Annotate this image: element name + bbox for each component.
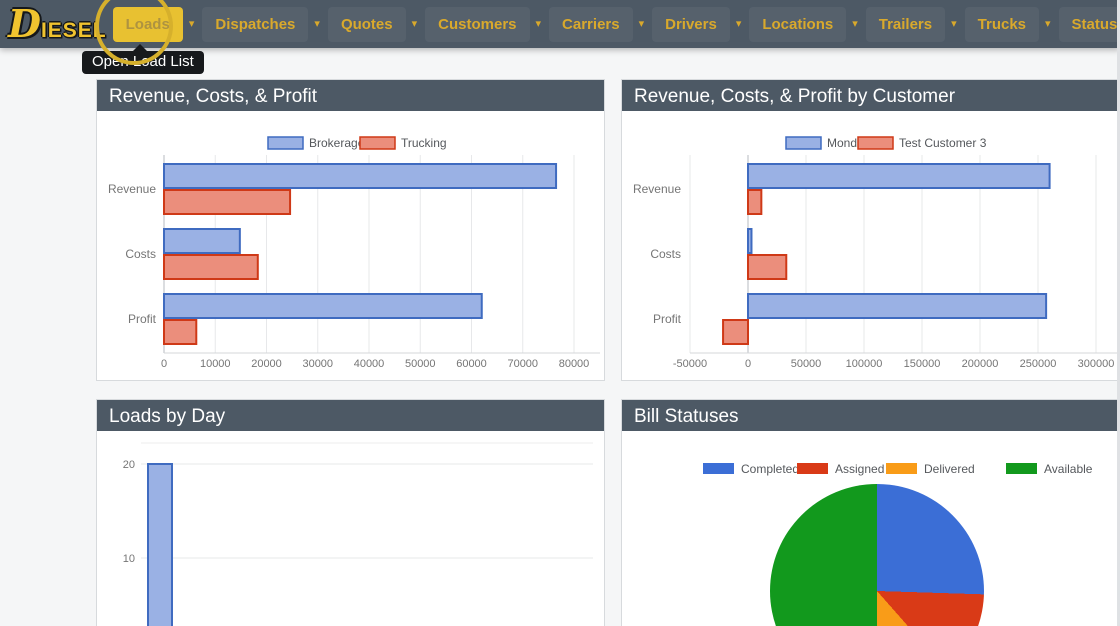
- chart-canvas: 10 20: [123, 442, 593, 626]
- svg-text:-50000: -50000: [673, 358, 707, 370]
- panel-title: Bill Statuses: [622, 400, 1120, 431]
- nav-item-locations[interactable]: Locations ▾: [749, 6, 858, 42]
- svg-text:300000: 300000: [1078, 358, 1115, 370]
- vertical-scrollbar[interactable]: [1117, 0, 1120, 626]
- svg-text:0: 0: [161, 358, 167, 370]
- svg-text:40000: 40000: [354, 358, 385, 370]
- svg-text:Costs: Costs: [650, 247, 681, 261]
- svg-text:Costs: Costs: [125, 247, 156, 261]
- svg-text:Trucking: Trucking: [401, 136, 447, 150]
- chevron-down-icon[interactable]: ▾: [638, 17, 645, 30]
- nav-item-carriers[interactable]: Carriers ▾: [549, 6, 645, 42]
- panel-title: Loads by Day: [97, 400, 604, 431]
- svg-text:Profit: Profit: [128, 312, 157, 326]
- svg-text:Assigned: Assigned: [835, 462, 884, 476]
- nav-label-drivers[interactable]: Drivers: [652, 6, 730, 42]
- svg-text:Completed: Completed: [741, 462, 799, 476]
- chart-revenue-costs-profit: Brokerage Trucking 0 10000 20000 30000 40000 50…: [97, 111, 604, 380]
- chevron-down-icon[interactable]: ▾: [735, 17, 742, 30]
- chart-revenue-costs-profit-by-customer: Mondi Test Customer 3 -50000 0 50000 100000 15…: [622, 111, 1120, 380]
- svg-text:30000: 30000: [302, 358, 333, 370]
- tooltip-arrow: [132, 44, 148, 52]
- chevron-down-icon[interactable]: ▾: [951, 17, 957, 30]
- svg-text:100000: 100000: [846, 358, 883, 370]
- nav-item-trailers[interactable]: Trailers ▾: [865, 6, 957, 42]
- svg-text:50000: 50000: [405, 358, 436, 370]
- brand-logo-text: IESEL: [40, 19, 107, 42]
- nav-label-dispatches[interactable]: Dispatches: [202, 6, 309, 42]
- chart-canvas: Completed Assigned Delivered Available: [703, 462, 1093, 476]
- nav-label-carriers[interactable]: Carriers: [549, 6, 633, 42]
- svg-text:80000: 80000: [559, 358, 590, 370]
- bill-statuses-pie: [770, 484, 984, 626]
- nav-item-statuses[interactable]: Statuses▾: [1058, 6, 1120, 42]
- nav-label-loads[interactable]: Loads: [112, 6, 183, 42]
- panel-bill-statuses: Bill Statuses Completed Assigned Delivered…: [621, 399, 1120, 626]
- chart-canvas: Brokerage Trucking 0 10000 20000 30000 40000 50…: [108, 136, 600, 370]
- panel-loads-by-day: Loads by Day 10 20: [96, 399, 605, 626]
- svg-text:200000: 200000: [962, 358, 999, 370]
- nav-item-quotes[interactable]: Quotes ▾: [327, 6, 418, 42]
- svg-text:60000: 60000: [456, 358, 487, 370]
- tooltip-open-load-list: Open Load List: [82, 51, 204, 74]
- svg-text:Test Customer 3: Test Customer 3: [899, 136, 987, 150]
- nav-item-dispatches[interactable]: Dispatches ▾: [202, 6, 320, 42]
- chevron-down-icon[interactable]: ▾: [411, 17, 418, 30]
- svg-text:70000: 70000: [507, 358, 538, 370]
- svg-text:Revenue: Revenue: [633, 182, 681, 196]
- chart-loads-by-day: 10 20: [97, 431, 604, 626]
- chart-bill-statuses: Completed Assigned Delivered Available: [622, 431, 1120, 626]
- top-navbar: D IESEL Loads ▾ Dispatches ▾ Quotes ▾ Customers…: [0, 0, 1120, 48]
- chevron-down-icon[interactable]: ▾: [535, 17, 542, 30]
- svg-text:150000: 150000: [904, 358, 941, 370]
- nav-item-trucks[interactable]: Trucks ▾: [964, 6, 1051, 42]
- nav-label-trucks[interactable]: Trucks: [964, 6, 1040, 42]
- svg-text:50000: 50000: [791, 358, 822, 370]
- panel-revenue-costs-profit: Revenue, Costs, & Profit Brokerage Trucki…: [96, 79, 605, 381]
- chevron-down-icon[interactable]: ▾: [314, 17, 320, 30]
- svg-text:20000: 20000: [251, 358, 282, 370]
- svg-text:20: 20: [123, 459, 135, 471]
- brand-logo-d: D: [8, 1, 41, 46]
- nav-item-loads[interactable]: Loads ▾: [112, 6, 195, 42]
- svg-text:Delivered: Delivered: [924, 462, 975, 476]
- svg-text:10000: 10000: [200, 358, 231, 370]
- svg-text:Brokerage: Brokerage: [309, 136, 365, 150]
- chevron-down-icon[interactable]: ▾: [852, 17, 858, 30]
- panel-title: Revenue, Costs, & Profit: [97, 80, 604, 111]
- panel-title: Revenue, Costs, & Profit by Customer: [622, 80, 1120, 111]
- svg-text:250000: 250000: [1020, 358, 1057, 370]
- nav-label-locations[interactable]: Locations: [749, 6, 847, 42]
- chevron-down-icon[interactable]: ▾: [1045, 17, 1051, 30]
- nav-label-quotes[interactable]: Quotes: [327, 6, 406, 42]
- nav-label-customers[interactable]: Customers: [425, 6, 530, 42]
- brand-logo[interactable]: D IESEL: [8, 4, 107, 44]
- tooltip-text: Open Load List: [92, 53, 194, 70]
- svg-text:Available: Available: [1044, 462, 1093, 476]
- nav-menu: Loads ▾ Dispatches ▾ Quotes ▾ Customers ▾ Carrie…: [112, 6, 1120, 42]
- svg-text:Mondi: Mondi: [827, 136, 860, 150]
- chart-canvas: Mondi Test Customer 3 -50000 0 50000 100000 15…: [633, 136, 1120, 370]
- nav-label-statuses[interactable]: Statuses: [1058, 6, 1120, 42]
- svg-text:0: 0: [745, 358, 751, 370]
- panel-revenue-costs-profit-by-customer: Revenue, Costs, & Profit by Customer Mon…: [621, 79, 1120, 381]
- svg-text:Revenue: Revenue: [108, 182, 156, 196]
- nav-item-drivers[interactable]: Drivers ▾: [652, 6, 742, 42]
- nav-item-customers[interactable]: Customers ▾: [425, 6, 542, 42]
- nav-label-trailers[interactable]: Trailers: [865, 6, 946, 42]
- chevron-down-icon[interactable]: ▾: [188, 17, 195, 30]
- svg-text:Profit: Profit: [653, 312, 682, 326]
- svg-text:10: 10: [123, 553, 135, 565]
